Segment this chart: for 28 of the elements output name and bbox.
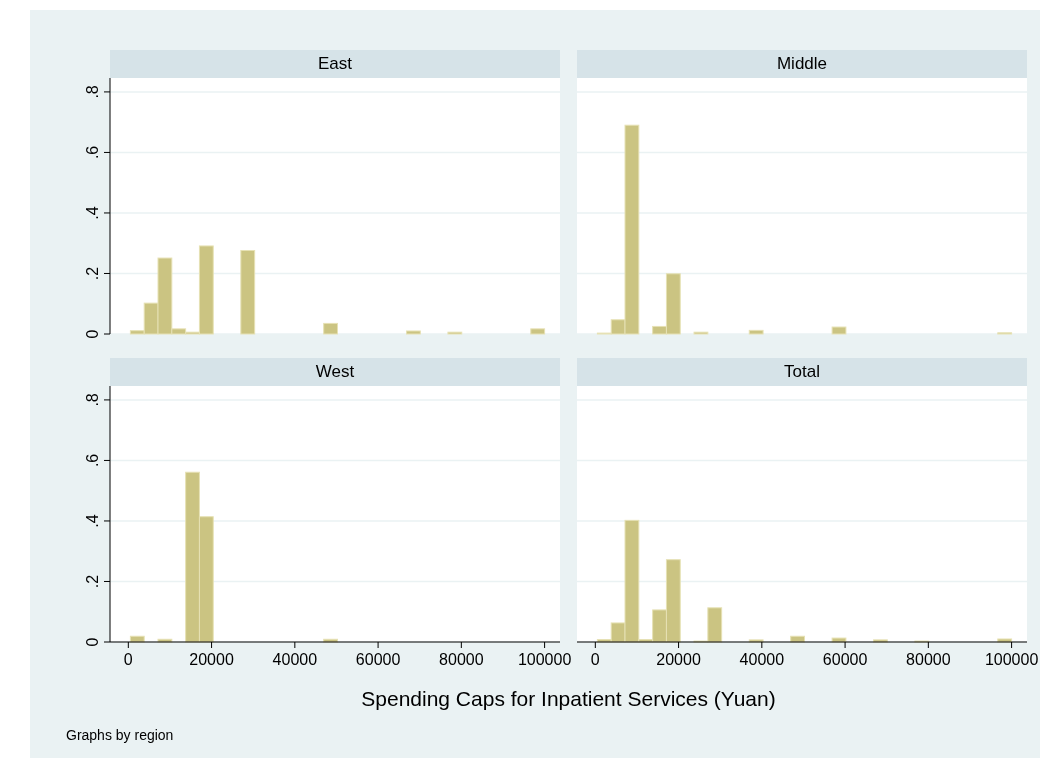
chart-title: Middle	[776, 54, 828, 73]
x-tick-label: 0	[123, 651, 133, 668]
y-tick-label: .6	[84, 145, 101, 160]
x-tick-label: 100000	[984, 651, 1039, 668]
x-tick-label: 40000	[739, 651, 785, 668]
x-tick-label: 20000	[656, 651, 701, 668]
y-tick-label: .4	[84, 514, 101, 528]
y-tick-label: .2	[84, 266, 101, 281]
x-tick-label: 100000	[517, 651, 572, 668]
x-tick-label: 60000	[822, 651, 868, 668]
y-tick-label: .8	[84, 85, 101, 99]
x-tick-label: 60000	[355, 651, 401, 668]
chart-title: West	[315, 362, 355, 381]
x-tick-label: 40000	[272, 651, 318, 668]
x-tick-label: 80000	[906, 651, 951, 668]
text: Graphs by region	[66, 727, 174, 743]
y-tick-label: 0	[84, 329, 101, 339]
y-tick-label: .2	[84, 574, 101, 589]
y-tick-label: 0	[84, 637, 101, 647]
y-tick-label: .6	[84, 453, 101, 468]
x-tick-label: 20000	[189, 651, 234, 668]
y-tick-label: .4	[84, 206, 101, 220]
x-axis-title: Spending Caps for Inpatient Services (Yuan)	[361, 687, 776, 710]
chart-title: East	[317, 54, 353, 73]
y-tick-label: .8	[84, 393, 101, 407]
x-tick-label: 0	[590, 651, 600, 668]
x-tick-label: 80000	[439, 651, 484, 668]
chart-title: Total	[784, 362, 820, 381]
